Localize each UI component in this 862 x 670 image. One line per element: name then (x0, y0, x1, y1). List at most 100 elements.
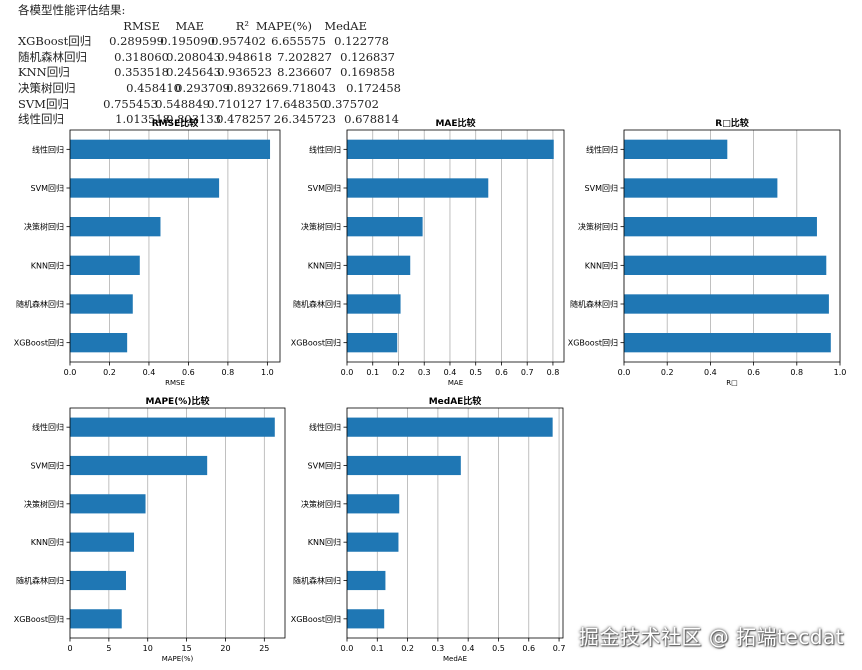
x-tick-label: 5 (106, 644, 111, 653)
table-cell: 0.710127 (207, 96, 262, 111)
table-cell: 0.893266 (226, 80, 281, 95)
y-tick-label: SVM回归 (585, 183, 618, 193)
column-header-mape: MAPE(%) (255, 18, 312, 33)
x-tick-label: 0.7 (553, 644, 566, 653)
bar (347, 178, 489, 198)
x-axis-label: MAPE(%) (162, 655, 194, 663)
x-tick-label: 0.4 (462, 644, 475, 653)
table-row: SVM回归 0.755453 0.548849 0.710127 17.6483… (18, 97, 379, 113)
results-title: 各模型性能评估结果: (18, 3, 125, 19)
x-axis-label: MAE (448, 379, 463, 387)
row-label: 决策树回归 (18, 80, 76, 95)
x-tick-label: 0.4 (444, 368, 457, 377)
table-cell: 0.172458 (346, 80, 401, 95)
bar (624, 178, 778, 198)
table-cell: 0.957402 (211, 34, 266, 49)
bar (70, 178, 220, 198)
table-row: 线性回归 1.013518 0.803133 0.478257 26.34572… (18, 112, 399, 128)
y-tick-label: 线性回归 (309, 422, 341, 432)
table-cell: 17.648350 (264, 96, 327, 111)
results-title-text: 各模型性能评估结果: (18, 3, 126, 17)
y-tick-label: 决策树回归 (301, 222, 341, 232)
x-tick-label: 0.2 (401, 644, 414, 653)
y-tick-label: XGBoost回归 (14, 614, 64, 624)
table-cell: 26.345723 (273, 112, 336, 127)
bar (624, 255, 827, 275)
x-tick-label: 10 (143, 644, 153, 653)
table-cell: 0.245643 (166, 65, 221, 80)
table-cell: 0.195090 (160, 34, 215, 49)
table-cell: 0.478257 (216, 112, 271, 127)
y-tick-label: 决策树回归 (578, 222, 618, 232)
row-label: 随机森林回归 (18, 49, 87, 64)
x-tick-label: 0.8 (790, 368, 803, 377)
y-tick-label: 随机森林回归 (570, 299, 618, 309)
y-tick-label: 随机森林回归 (16, 299, 64, 309)
table-cell: 0.548849 (155, 96, 210, 111)
table-cell: 0.755453 (103, 96, 158, 111)
y-tick-label: KNN回归 (585, 260, 618, 270)
bar (70, 494, 146, 514)
x-tick-label: 0.5 (492, 644, 505, 653)
table-cell: 0.208043 (166, 49, 221, 64)
y-tick-label: XGBoost回归 (568, 338, 618, 348)
x-tick-label: 25 (259, 644, 269, 653)
x-tick-label: 0.4 (704, 368, 717, 377)
y-tick-label: KNN回归 (308, 537, 341, 547)
bar (347, 255, 411, 275)
x-tick-label: 0.8 (547, 368, 560, 377)
table-cell: 7.202827 (277, 49, 332, 64)
table-cell: 8.236607 (277, 65, 332, 80)
x-tick-label: 1.0 (834, 368, 847, 377)
results-header-row: RMSE MAE R² MAPE(%) MedAE (18, 19, 367, 35)
y-tick-label: 线性回归 (586, 144, 618, 154)
axes-frame (346, 407, 564, 639)
table-cell: 0.353518 (114, 65, 169, 80)
y-tick-label: 决策树回归 (24, 222, 64, 232)
bar (347, 455, 461, 476)
chart-title: MedAE比较 (429, 395, 482, 407)
x-tick-label: 0.6 (495, 368, 508, 377)
bar (70, 255, 140, 275)
bar (624, 217, 817, 237)
column-header-medae: MedAE (324, 18, 367, 33)
x-tick-label: 0.6 (182, 368, 195, 377)
table-cell: 0.948618 (217, 49, 272, 64)
results-table: 各模型性能评估结果: RMSE MAE R² MAPE(%) MedAE XGB… (18, 3, 401, 128)
table-cell: 0.375702 (324, 96, 379, 111)
table-cell: 0.289599 (109, 34, 164, 49)
y-tick-label: SVM回归 (31, 461, 64, 471)
bar (70, 455, 208, 476)
x-tick-label: 15 (182, 644, 192, 653)
y-tick-label: 随机森林回归 (16, 576, 64, 586)
x-tick-label: 1.0 (261, 368, 274, 377)
x-tick-label: 0.8 (222, 368, 235, 377)
watermark: 掘金技术社区 @ 拓端tecdat (578, 625, 844, 649)
x-tick-label: 0.7 (521, 368, 534, 377)
x-tick-label: 0.6 (747, 368, 760, 377)
bar (347, 532, 399, 552)
x-tick-label: 0.1 (366, 368, 379, 377)
table-cell: 6.655575 (271, 34, 326, 49)
table-cell: 0.803133 (166, 112, 221, 127)
bar (347, 333, 398, 353)
axes-frame (69, 407, 286, 639)
x-tick-label: 0.3 (432, 644, 445, 653)
x-tick-label: 0.5 (469, 368, 482, 377)
row-label: 线性回归 (18, 112, 64, 127)
bar (70, 532, 135, 552)
x-tick-label: 0.0 (341, 644, 354, 653)
y-tick-label: 决策树回归 (301, 499, 341, 509)
bar (70, 333, 128, 353)
y-tick-label: 线性回归 (32, 144, 64, 154)
axes-frame (346, 129, 565, 363)
axes-frame (623, 129, 841, 363)
column-header-rmse: RMSE (123, 18, 160, 33)
y-tick-label: KNN回归 (31, 537, 64, 547)
x-tick-label: 0.2 (661, 368, 674, 377)
y-tick-label: SVM回归 (308, 461, 341, 471)
chart-title: MAE比较 (435, 117, 475, 129)
y-tick-label: 线性回归 (32, 422, 64, 432)
y-tick-label: SVM回归 (31, 183, 64, 193)
